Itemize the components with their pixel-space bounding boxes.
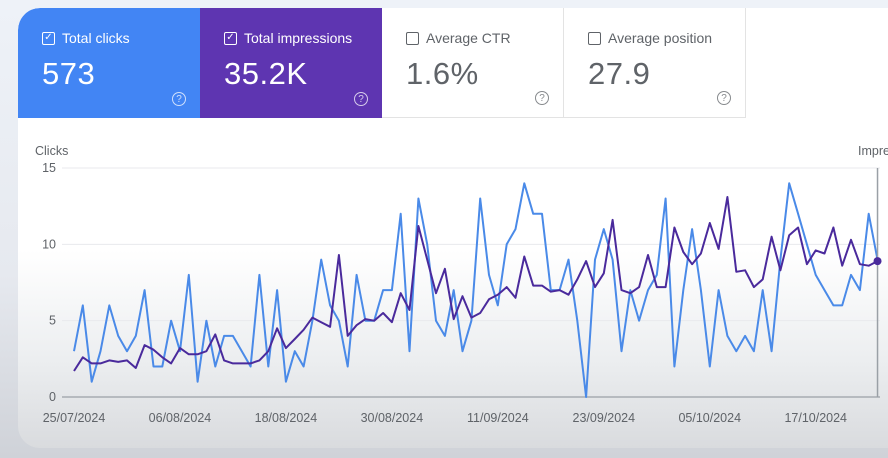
checkbox-checked-icon[interactable]: ✓ <box>224 31 237 45</box>
hover-point-marker <box>873 257 882 266</box>
metric-tile-total-impressions[interactable]: ✓ Total impressions 35.2K ? <box>200 8 382 118</box>
help-circle-icon[interactable]: ? <box>354 92 368 106</box>
metric-value: 35.2K <box>224 56 308 91</box>
checkbox-checked-icon[interactable]: ✓ <box>42 31 55 45</box>
series-line-clicks <box>73 182 879 398</box>
x-tick-label: 30/08/2024 <box>361 411 424 425</box>
series-line-impre <box>73 196 878 372</box>
performance-card: ✓ Total clicks 573 ? ✓ Total impressions 3… <box>18 8 888 448</box>
help-circle-icon[interactable]: ? <box>172 92 186 106</box>
help-circle-icon[interactable]: ? <box>535 91 549 105</box>
y-axis-label: Clicks <box>35 144 68 158</box>
metric-tile-average-position[interactable]: Average position 27.9 ? <box>564 8 746 118</box>
x-tick-label: 23/09/2024 <box>573 411 636 425</box>
y-tick-label: 15 <box>42 161 56 175</box>
checkbox-unchecked-icon[interactable] <box>588 31 601 45</box>
metric-label: Average CTR <box>426 30 511 46</box>
metric-tile-average-ctr[interactable]: Average CTR 1.6% ? <box>382 8 564 118</box>
y-tick-label: 10 <box>42 237 56 251</box>
y2-axis-label: Impre <box>858 144 888 158</box>
x-tick-label: 17/10/2024 <box>784 411 847 425</box>
metric-value: 573 <box>42 56 96 91</box>
metric-tile-total-clicks[interactable]: ✓ Total clicks 573 ? <box>18 8 200 118</box>
x-tick-label: 05/10/2024 <box>678 411 741 425</box>
metric-tiles: ✓ Total clicks 573 ? ✓ Total impressions 3… <box>18 8 746 118</box>
x-tick-label: 11/09/2024 <box>467 411 529 425</box>
y-tick-label: 5 <box>49 314 56 328</box>
metric-label: Total impressions <box>244 30 353 46</box>
metric-label: Total clicks <box>62 30 130 46</box>
metric-value: 1.6% <box>406 56 479 91</box>
x-tick-label: 18/08/2024 <box>255 411 318 425</box>
x-tick-label: 06/08/2024 <box>149 411 212 425</box>
y-tick-label: 0 <box>49 390 56 404</box>
checkbox-unchecked-icon[interactable] <box>406 31 419 45</box>
metric-label: Average position <box>608 30 713 46</box>
help-circle-icon[interactable]: ? <box>717 91 731 105</box>
metric-value: 27.9 <box>588 56 651 91</box>
x-tick-label: 25/07/2024 <box>43 411 106 425</box>
